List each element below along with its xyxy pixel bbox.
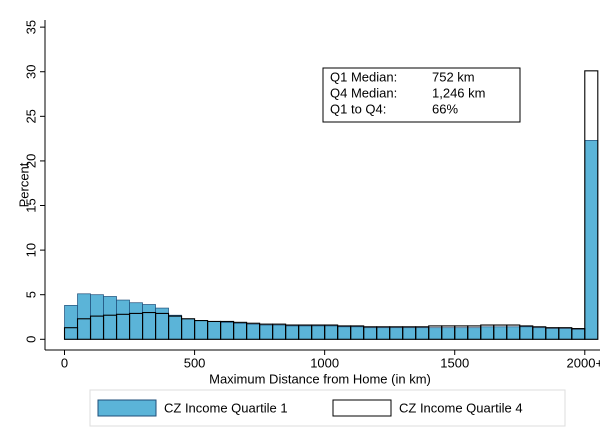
y-tick-label: 15 (23, 198, 38, 212)
histogram-bar (298, 325, 312, 340)
histogram-bar (441, 327, 456, 340)
x-tick-label: 1500 (440, 355, 469, 370)
histogram-bar (168, 314, 182, 340)
histogram-bar (155, 307, 169, 340)
x-tick-label: 0 (61, 355, 68, 370)
histogram-bar (467, 327, 482, 340)
annotation-box (322, 67, 521, 123)
histogram-bar (584, 70, 599, 340)
histogram-bar (454, 327, 469, 340)
histogram-bar (64, 305, 78, 340)
histogram-bar (493, 326, 508, 340)
annotation-key: Q1 Median: (330, 69, 397, 84)
histogram-bar (532, 327, 547, 340)
annotation-key: Q4 Median: (330, 85, 397, 100)
y-tick-label: 10 (23, 243, 38, 257)
histogram-bar (233, 322, 247, 340)
histogram-bar (272, 324, 286, 340)
histogram-bar (246, 323, 260, 340)
y-tick-label: 5 (23, 291, 38, 298)
histogram-bar (116, 299, 130, 340)
x-tick-label: 1000 (310, 355, 339, 370)
x-axis-label: Maximum Distance from Home (in km) (209, 371, 431, 386)
annotation-value: 752 km (432, 69, 475, 84)
histogram-bar (90, 294, 104, 340)
histogram-bar (285, 325, 299, 340)
histogram-bar (558, 328, 573, 340)
histogram-bar (181, 318, 195, 340)
histogram-bar (207, 321, 221, 340)
annotation-value: 66% (432, 101, 458, 116)
legend-swatch (332, 399, 392, 417)
histogram-bar (129, 302, 143, 340)
x-tick-label: 500 (184, 355, 206, 370)
histogram-bar (571, 329, 586, 340)
histogram-bar (350, 326, 365, 340)
x-tick-label: 2000+ (567, 355, 600, 370)
histogram-bar (506, 326, 521, 340)
histogram-bar (259, 324, 273, 340)
histogram-bar (337, 326, 352, 340)
histogram-bar (545, 328, 560, 340)
histogram-bar (311, 325, 326, 340)
histogram-bar (519, 326, 534, 340)
histogram-bar (363, 327, 378, 340)
y-tick-label: 30 (23, 64, 38, 78)
y-tick-label: 35 (23, 20, 38, 34)
histogram-bar (220, 322, 234, 340)
histogram-bar (428, 327, 443, 340)
y-tick-label: 25 (23, 109, 38, 123)
y-tick-label: 0 (23, 336, 38, 343)
legend-label: CZ Income Quartile 1 (164, 400, 288, 415)
histogram-bar (376, 327, 391, 340)
histogram-bar (584, 140, 599, 340)
histogram-bar (324, 325, 339, 340)
histogram-bar (415, 327, 430, 340)
legend-label: CZ Income Quartile 4 (399, 400, 523, 415)
histogram-bar (389, 327, 404, 340)
histogram-bar (103, 296, 117, 340)
annotation-value: 1,246 km (432, 85, 485, 100)
histogram-bar (402, 327, 417, 340)
histogram-bar (142, 304, 156, 340)
histogram-bar (194, 320, 208, 340)
y-tick-label: 20 (23, 154, 38, 168)
histogram-bar (480, 326, 495, 340)
histogram-bar (77, 293, 91, 340)
legend-swatch (97, 399, 157, 417)
legend-box (89, 389, 566, 427)
y-axis-label: Percent (16, 162, 31, 207)
annotation-key: Q1 to Q4: (330, 101, 386, 116)
